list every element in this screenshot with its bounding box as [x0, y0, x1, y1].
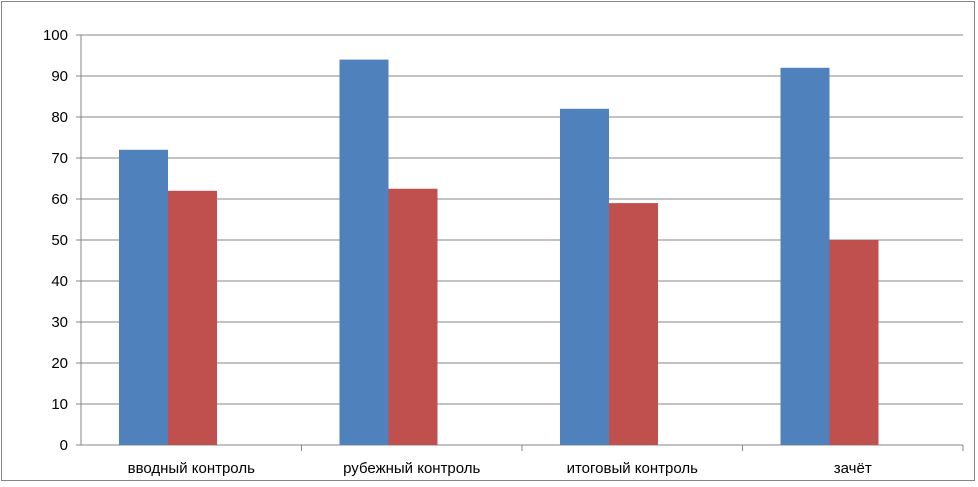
y-tick-label: 40 — [51, 273, 68, 290]
y-tick-label: 80 — [51, 109, 68, 126]
bar-series1-2 — [339, 59, 389, 445]
bar-series2-1 — [168, 190, 217, 445]
y-tick-label: 60 — [51, 191, 68, 208]
y-tick-label: 20 — [51, 355, 68, 372]
x-tick-labels: вводный контроль рубежный контроль итоговы… — [128, 460, 872, 477]
y-tick-label: 10 — [51, 396, 68, 413]
bar-series2-4 — [829, 240, 879, 445]
x-tick-label: итоговый контроль — [567, 460, 699, 477]
y-tick-labels: 0 10 20 30 40 50 60 70 80 90 100 — [43, 27, 68, 454]
y-tick-label: 0 — [60, 437, 68, 454]
bar-series1-1 — [119, 149, 168, 446]
bar-series1-4 — [780, 67, 830, 446]
y-tick-label: 30 — [51, 314, 68, 331]
x-tick-label: рубежный контроль — [343, 460, 480, 477]
bar-series2-2 — [388, 188, 438, 445]
y-tick-label: 100 — [43, 27, 68, 44]
x-tick-label: вводный контроль — [128, 460, 255, 477]
x-tick-label: зачёт — [834, 460, 872, 477]
bars — [119, 59, 879, 446]
y-tick-label: 70 — [51, 150, 68, 167]
bar-series2-3 — [609, 203, 658, 445]
y-tick-label: 90 — [51, 68, 68, 85]
y-tick-label: 50 — [51, 232, 68, 249]
bar-series1-3 — [560, 108, 609, 446]
